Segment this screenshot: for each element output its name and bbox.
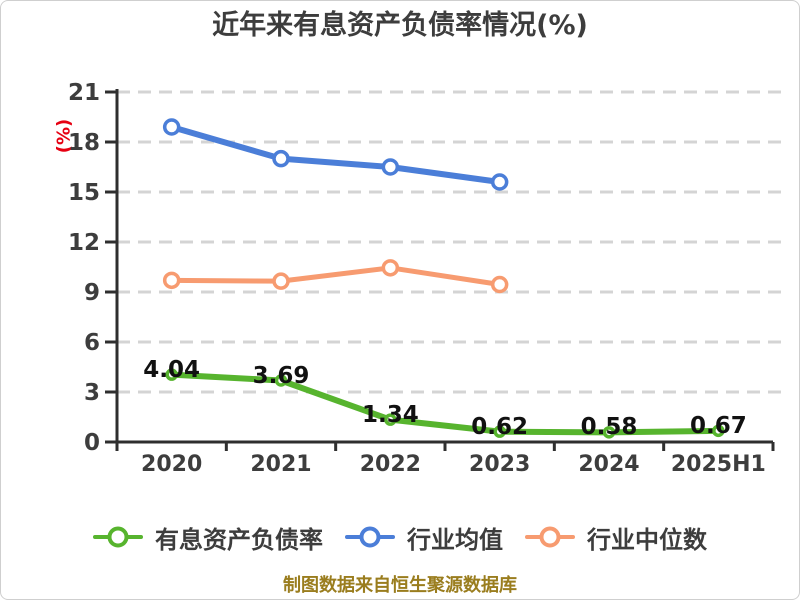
legend-label: 行业均值 [407,525,503,554]
legend-line-icon [345,526,395,548]
point-label: 0.67 [689,412,747,439]
x-tick-label: 2020 [141,452,202,477]
data-point-marker [381,259,400,277]
legend-label: 有息资产负债率 [155,525,323,554]
y-tick-label: 15 [68,180,100,206]
x-tick-label: 2024 [578,452,639,477]
legend-item-interest-bearing-debt-ratio: 有息资产负债率 [93,520,323,555]
series-line-1 [168,124,503,185]
data-point-marker [493,425,506,438]
data-point-marker [490,275,509,294]
x-tick-label: 2022 [360,452,421,477]
legend-dot-icon [539,526,561,548]
y-tick-label: 18 [68,130,100,156]
y-tick-label: 12 [68,230,100,256]
series-line-2 [169,265,503,287]
point-label: 0.62 [471,413,529,440]
y-tick-label: 0 [84,430,100,456]
data-point-marker [490,173,509,191]
data-point-marker [384,413,397,426]
x-tick-label: 2023 [469,452,530,477]
x-tick-label: 2021 [250,452,311,477]
data-point-marker [602,426,616,439]
legend-dot-icon [107,526,129,548]
y-tick-label: 3 [84,380,100,406]
series-line-0 [168,371,722,436]
point-label: 3.69 [252,362,310,389]
point-label: 1.34 [361,401,419,428]
point-label: 4.04 [143,356,201,383]
data-point-marker [381,158,400,176]
data-point-marker [712,424,725,438]
legend-item-industry-average: 行业均值 [345,520,503,555]
data-point-marker [272,272,290,290]
x-tick-label: 2025H1 [671,452,766,477]
legend: 有息资产负债率 行业均值 行业中位数 [1,519,799,555]
data-source-note: 制图数据来自恒生聚源数据库 [283,575,517,596]
legend-line-icon [525,526,575,548]
legend-line-icon [93,526,143,548]
point-label: 0.58 [580,414,638,441]
data-point-marker [272,149,290,168]
chart-title: 近年来有息资产负债率情况(%) [212,10,588,41]
data-point-marker [274,374,288,387]
y-tick-label: 9 [84,280,100,306]
data-point-marker [162,271,181,290]
legend-dot-icon [359,526,381,548]
legend-item-industry-median: 行业中位数 [525,520,707,555]
data-point-marker [165,368,178,381]
data-point-marker [162,118,181,136]
legend-label: 行业中位数 [587,525,707,554]
y-tick-label: 21 [68,80,100,106]
y-tick-label: 6 [84,330,100,356]
